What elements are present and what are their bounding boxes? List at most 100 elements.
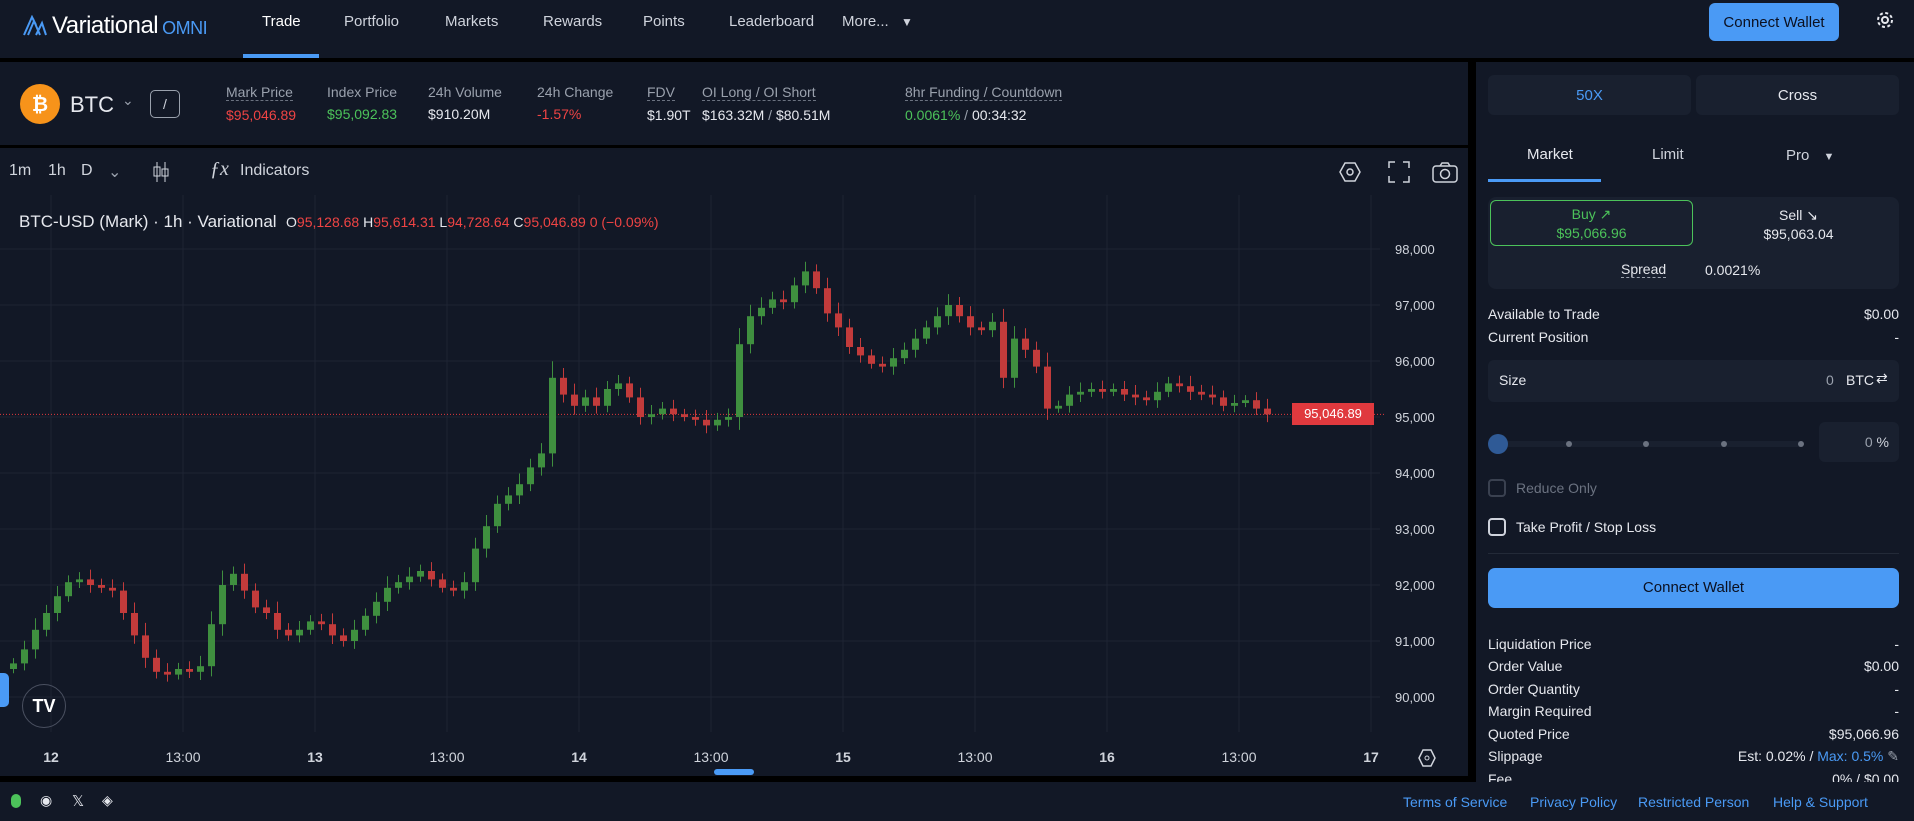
brand-logo[interactable]: Variational OMNI	[22, 12, 208, 40]
candle	[560, 377, 567, 395]
available-row: Available to Trade $0.00	[1488, 306, 1899, 322]
leverage-button[interactable]: 50X	[1488, 75, 1691, 115]
reduce-only-checkbox[interactable]: Reduce Only	[1488, 479, 1597, 497]
ticker-bar: ₿ BTC ⌄ / Mark Price $95,046.89 Index Pri…	[0, 62, 1468, 145]
candle	[780, 299, 787, 303]
x-icon[interactable]: 𝕏	[72, 793, 85, 810]
swap-icon[interactable]: ⇄	[1876, 370, 1888, 386]
nav-leaderboard[interactable]: Leaderboard	[729, 13, 815, 30]
nav-more[interactable]: More...	[842, 13, 889, 30]
tab-pro[interactable]: Pro ▼	[1786, 147, 1835, 164]
sidebar-expand-handle[interactable]	[0, 673, 9, 707]
candle	[10, 663, 17, 669]
footer-link-terms[interactable]: Terms of Service	[1403, 794, 1508, 810]
footer-link-help[interactable]: Help & Support	[1773, 794, 1868, 810]
size-input[interactable]: Size 0 BTC ⇄	[1488, 360, 1899, 402]
candle	[1165, 383, 1172, 392]
stat-index-price: Index Price $95,092.83	[327, 84, 398, 122]
chart-scroll-handle[interactable]	[714, 769, 754, 775]
candle	[252, 590, 259, 608]
sell-button[interactable]: Sell ↘ $95,063.04	[1763, 207, 1834, 242]
interval-1m[interactable]: 1m	[9, 162, 32, 179]
nav-points[interactable]: Points	[643, 13, 685, 30]
camera-icon[interactable]	[1432, 161, 1458, 183]
margin-mode-button[interactable]: Cross	[1696, 75, 1899, 115]
spread-value: 0.0021%	[1705, 262, 1761, 278]
nav-rewards[interactable]: Rewards	[543, 13, 603, 30]
x-tick-label: 13:00	[429, 749, 464, 765]
candle	[263, 607, 270, 613]
y-tick-label: 90,000	[1395, 690, 1435, 705]
indicators-button[interactable]: Indicators	[240, 162, 310, 179]
candle	[901, 349, 908, 359]
size-value[interactable]: 0	[1826, 372, 1834, 388]
connect-wallet-button[interactable]: Connect Wallet	[1709, 3, 1839, 41]
y-tick-label: 91,000	[1395, 634, 1435, 649]
candle	[109, 587, 116, 591]
size-slider[interactable]	[1488, 434, 1808, 454]
more-caret-icon[interactable]: ▼	[901, 15, 913, 29]
x-tick-label: 15	[835, 749, 851, 765]
layers-icon[interactable]: ◈	[102, 792, 113, 808]
candle	[505, 495, 512, 504]
price-chart[interactable]: 98,000 97,000 96,000 95,000 94,000 93,000 92,0…	[0, 195, 1468, 776]
slider-thumb[interactable]	[1488, 434, 1508, 454]
tradingview-logo[interactable]: TV	[22, 684, 66, 728]
candle	[1187, 386, 1194, 392]
footer: ◉ 𝕏 ◈ Terms of Service Privacy Policy Re…	[0, 782, 1914, 821]
candle	[978, 327, 985, 331]
interval-chevron-icon[interactable]: ⌄	[108, 164, 122, 181]
connect-wallet-submit-button[interactable]: Connect Wallet	[1488, 568, 1899, 608]
settings-hex-icon[interactable]	[1338, 160, 1362, 184]
tpsl-checkbox[interactable]: Take Profit / Stop Loss	[1488, 518, 1656, 536]
candle	[956, 305, 963, 317]
gear-icon[interactable]	[1875, 10, 1895, 30]
top-nav: Variational OMNI Trade Portfolio Markets …	[0, 0, 1914, 58]
candle	[923, 327, 930, 339]
tab-limit[interactable]: Limit	[1652, 146, 1684, 163]
candle	[670, 408, 677, 415]
interval-1h[interactable]: 1h	[48, 162, 66, 179]
axis-settings-icon[interactable]	[1417, 748, 1437, 768]
chart-legend: BTC-USD (Mark) · 1h · Variational O95,12…	[19, 212, 659, 231]
buy-button[interactable]: Buy ↗ $95,066.96	[1490, 200, 1693, 246]
candle	[21, 649, 28, 664]
candlestick-chart[interactable]: 98,000 97,000 96,000 95,000 94,000 93,000 92,0…	[0, 195, 1468, 776]
candle	[703, 419, 710, 426]
candle	[1231, 403, 1238, 406]
candle	[131, 613, 138, 636]
pair-toggle-button[interactable]: /	[150, 90, 180, 118]
candle	[1143, 397, 1150, 401]
candle	[736, 344, 743, 417]
x-tick-label: 14	[571, 749, 587, 765]
candle	[373, 601, 380, 616]
chevron-down-icon[interactable]: ⌄	[122, 92, 134, 108]
interval-d[interactable]: D	[81, 162, 93, 179]
nav-markets[interactable]: Markets	[445, 13, 499, 30]
candle	[1264, 408, 1271, 415]
trend-up-icon: ↗	[1599, 206, 1612, 222]
tab-market[interactable]: Market	[1527, 146, 1573, 163]
symbol-selector[interactable]: BTC	[70, 92, 114, 117]
candle	[626, 383, 633, 398]
candle-type-icon[interactable]	[152, 160, 170, 184]
brand-suffix: OMNI	[162, 17, 208, 38]
nav-trade[interactable]: Trade	[262, 13, 301, 30]
candle	[659, 408, 666, 415]
candle	[527, 467, 534, 485]
candle	[1176, 383, 1183, 387]
max-slippage-link[interactable]: Max: 0.5%	[1817, 748, 1884, 764]
nav-portfolio[interactable]: Portfolio	[344, 13, 400, 30]
candle	[1000, 321, 1007, 378]
candle	[835, 313, 842, 328]
pencil-icon[interactable]: ✎	[1887, 748, 1899, 764]
percent-input[interactable]: 0 %	[1819, 422, 1899, 462]
candle	[571, 394, 578, 406]
fx-icon[interactable]: ƒx	[210, 158, 229, 180]
footer-link-privacy[interactable]: Privacy Policy	[1530, 794, 1618, 810]
size-label: Size	[1499, 372, 1527, 388]
fullscreen-icon[interactable]	[1388, 161, 1410, 183]
candle	[1066, 394, 1073, 406]
discord-icon[interactable]: ◉	[40, 792, 53, 808]
footer-link-restricted[interactable]: Restricted Person	[1638, 794, 1750, 810]
